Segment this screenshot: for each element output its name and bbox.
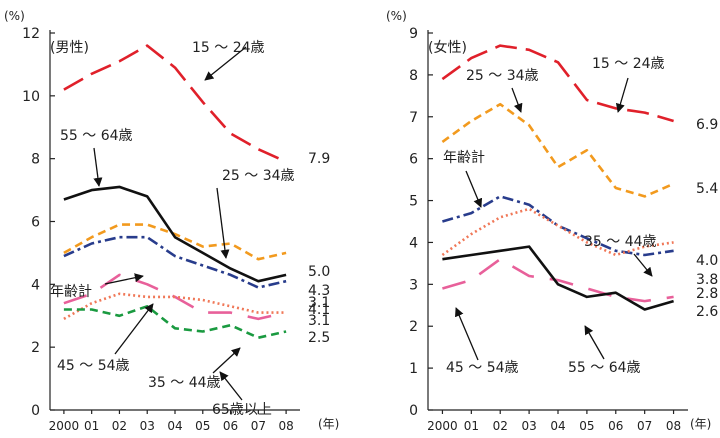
series-line [63, 44, 287, 163]
y-tick-label: 5 [409, 194, 418, 210]
series-name-label: 45 ～ 54歳 [446, 360, 519, 376]
x-tick-label: 03 [521, 419, 536, 433]
series-name-label: 25 ～ 34歳 [466, 68, 539, 84]
y-tick-label: 12 [22, 26, 40, 42]
callout-arrow [633, 253, 653, 277]
y-tick-label: 1 [409, 361, 418, 377]
end-value-label: 2.6 [696, 304, 718, 320]
y-tick-label: 2 [409, 319, 418, 335]
x-tick-label: 04 [550, 419, 565, 433]
x-tick-label: 08 [666, 419, 681, 433]
x-tick-label: 06 [608, 419, 623, 433]
end-value-label: 3.1 [308, 313, 330, 329]
callout-arrow [219, 371, 243, 401]
y-tick-label: 8 [409, 68, 418, 84]
x-tick-label: 02 [493, 419, 508, 433]
callout-arrow [455, 307, 479, 361]
end-value-label: 5.0 [308, 264, 330, 280]
series-line [441, 102, 675, 198]
series-line [63, 292, 287, 321]
y-tick-label: 9 [409, 26, 418, 42]
series-name-label: 年齢計 [443, 150, 485, 166]
male-y-unit: (%) [4, 9, 25, 23]
series-name-label: 45 ～ 54歳 [57, 358, 130, 374]
end-value-label: 6.9 [696, 117, 718, 133]
callout-arrow [104, 273, 144, 285]
x-tick-label: 05 [195, 419, 210, 433]
series-name-label: 15 ～ 24歳 [592, 56, 665, 72]
series-line [63, 235, 287, 289]
series-line [442, 257, 674, 303]
callout-arrow [93, 147, 103, 187]
series-line [63, 223, 287, 261]
x-tick-label: 03 [140, 419, 155, 433]
series-name-label: 25 ～ 34歳 [222, 168, 295, 184]
y-tick-label: 2 [31, 340, 40, 356]
female-x-unit: (年) [690, 417, 711, 431]
callout-arrow [216, 187, 230, 259]
male-panel-title: (男性) [50, 40, 89, 56]
end-value-label: 4.0 [696, 253, 718, 269]
y-tick-label: 0 [31, 403, 40, 419]
y-tick-label: 6 [31, 215, 40, 231]
y-tick-label: 6 [409, 152, 418, 168]
end-value-label: 3.1 [308, 295, 330, 311]
x-tick-label: 07 [251, 419, 266, 433]
y-tick-label: 4 [409, 235, 418, 251]
x-tick-label: 07 [637, 419, 652, 433]
series-line [441, 207, 674, 257]
series-line [63, 185, 287, 283]
end-value-label: 5.4 [696, 181, 718, 197]
series-line [441, 44, 674, 123]
female-panel-title: (女性) [428, 39, 467, 56]
end-value-label: 4.3 [308, 283, 330, 299]
series-name-label: 55 ～ 64歳 [568, 360, 641, 376]
y-tick-label: 7 [409, 110, 418, 126]
callout-arrow [204, 46, 247, 81]
end-value-label: 4.1 [308, 302, 330, 318]
callout-arrow [511, 87, 523, 113]
end-value-label: 2.8 [696, 286, 718, 302]
series-name-label: 35 ～ 44歳 [584, 234, 657, 250]
x-tick-label: 04 [167, 419, 182, 433]
callout-arrow [584, 325, 605, 360]
callout-arrow [615, 77, 629, 113]
y-tick-label: 4 [31, 277, 40, 293]
x-tick-label: 2000 [49, 419, 80, 433]
end-value-label: 2.5 [308, 330, 330, 346]
end-value-label: 3.8 [696, 272, 718, 288]
y-tick-label: 3 [409, 277, 418, 293]
y-tick-label: 0 [409, 403, 418, 419]
series-name-label: 年齢計 [50, 284, 92, 300]
series-line [63, 304, 287, 340]
end-value-label: 7.9 [308, 151, 330, 167]
series-name-label: 35 ～ 44歳 [148, 375, 221, 391]
y-tick-label: 10 [22, 89, 40, 105]
series-name-label: 55 ～ 64歳 [60, 128, 133, 144]
callout-arrow [212, 347, 241, 374]
series-name-label: 65歳以上 [212, 402, 272, 418]
series-line [442, 245, 674, 311]
x-tick-label: 01 [464, 419, 479, 433]
series-name-label: 15 ～ 24歳 [192, 40, 265, 56]
y-tick-label: 8 [31, 152, 40, 168]
x-tick-label: 06 [223, 419, 238, 433]
x-tick-label: 2000 [427, 419, 458, 433]
male-x-unit: (年) [318, 417, 339, 431]
x-tick-label: 02 [112, 419, 127, 433]
x-tick-label: 01 [84, 419, 99, 433]
female-y-unit: (%) [386, 9, 407, 23]
x-tick-label: 05 [579, 419, 594, 433]
callout-arrow [114, 303, 154, 355]
callout-arrow [465, 170, 483, 208]
x-tick-label: 08 [278, 419, 293, 433]
